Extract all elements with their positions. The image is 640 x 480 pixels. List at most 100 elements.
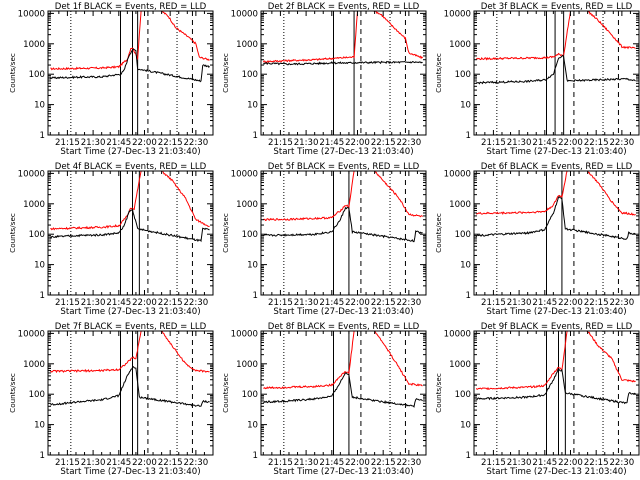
y-tick-label: 10000	[444, 9, 471, 19]
y-tick-label: 10	[34, 101, 45, 111]
time-markers	[70, 11, 193, 135]
plot-frame	[473, 170, 640, 296]
panel-title: Det 2f BLACK = Events, RED = LLD	[268, 2, 420, 12]
y-tick-label: 10000	[18, 169, 45, 179]
series-group	[49, 171, 210, 243]
x-axis-label: Start Time (27-Dec-13 21:03:40)	[60, 467, 200, 477]
x-tick-label: 21:45	[532, 298, 557, 308]
series-group	[263, 331, 423, 408]
x-tick-label: 22:30	[396, 138, 421, 148]
x-tick-label: 22:15	[158, 458, 183, 468]
x-tick-label: 21:15	[481, 138, 506, 148]
x-tick-label: 22:00	[345, 458, 370, 468]
y-axis-label: Counts/sec	[8, 213, 17, 253]
panel-5: Det 5f BLACK = Events, RED = LLD 1 10 100 10…	[221, 162, 427, 317]
y-tick-label: 100	[455, 230, 471, 240]
time-markers	[283, 171, 406, 295]
y-tick-label: 100	[455, 70, 471, 80]
x-tick-label: 21:45	[532, 458, 557, 468]
y-tick-label: 1	[40, 451, 45, 461]
x-tick-label: 22:30	[183, 298, 208, 308]
x-tick-label: 21:45	[106, 458, 131, 468]
x-tick-label: 22:00	[132, 298, 157, 308]
x-tick-label: 21:30	[507, 458, 532, 468]
events-series-line	[50, 366, 210, 407]
plot-frame	[47, 170, 214, 296]
events-series-line	[476, 54, 636, 85]
x-axis-label: Start Time (27-Dec-13 21:03:40)	[273, 147, 413, 157]
y-tick-label: 100	[242, 70, 258, 80]
x-axis-label: Start Time (27-Dec-13 21:03:40)	[273, 467, 413, 477]
x-tick-label: 21:15	[481, 458, 506, 468]
y-tick-label: 10000	[18, 329, 45, 339]
y-tick-label: 100	[29, 230, 45, 240]
x-tick-label: 21:30	[81, 458, 106, 468]
x-tick-label: 22:15	[584, 138, 609, 148]
y-tick-label: 100	[242, 230, 258, 240]
plot-frame	[47, 330, 214, 456]
x-tick-label: 21:45	[532, 138, 557, 148]
x-tick-label: 22:30	[609, 298, 634, 308]
x-tick-label: 21:45	[319, 138, 344, 148]
panel-4: Det 4f BLACK = Events, RED = LLD 1 10 100 10…	[8, 162, 214, 317]
x-tick-label: 22:30	[183, 458, 208, 468]
time-markers	[70, 171, 193, 295]
x-axis-label: Start Time (27-Dec-13 21:03:40)	[486, 467, 626, 477]
panel-8: Det 8f BLACK = Events, RED = LLD 1 10 100 10…	[221, 322, 427, 477]
plot-frame	[260, 330, 427, 456]
y-axis-label: Counts/sec	[434, 213, 443, 253]
x-axis-label: Start Time (27-Dec-13 21:03:40)	[273, 307, 413, 317]
panel-title: Det 9f BLACK = Events, RED = LLD	[481, 322, 633, 332]
x-tick-label: 21:45	[319, 298, 344, 308]
y-axis-label: Counts/sec	[434, 53, 443, 93]
x-tick-label: 21:45	[106, 298, 131, 308]
events-series-line	[263, 372, 423, 408]
y-axis-label: Counts/sec	[434, 373, 443, 413]
x-tick-label: 22:15	[584, 458, 609, 468]
y-tick-label: 10	[34, 421, 45, 431]
lld-series-line	[50, 171, 210, 231]
y-tick-label: 1000	[23, 360, 45, 370]
y-tick-label: 10000	[444, 329, 471, 339]
panel-7: Det 7f BLACK = Events, RED = LLD 1 10 100 10…	[8, 322, 214, 477]
y-tick-label: 1000	[449, 40, 471, 50]
y-axis-label: Counts/sec	[8, 53, 17, 93]
y-axis-label: Counts/sec	[221, 373, 230, 413]
y-tick-label: 10	[247, 261, 258, 271]
y-tick-label: 1	[466, 291, 471, 301]
y-tick-label: 10000	[444, 169, 471, 179]
x-tick-label: 21:30	[294, 138, 319, 148]
lld-series-line	[475, 331, 636, 391]
plot-frame	[47, 10, 214, 136]
panel-title: Det 3f BLACK = Events, RED = LLD	[481, 2, 633, 12]
series-group	[475, 331, 636, 405]
y-tick-label: 10000	[231, 9, 258, 19]
y-tick-label: 100	[29, 70, 45, 80]
y-tick-label: 100	[455, 390, 471, 400]
y-tick-label: 100	[242, 390, 258, 400]
x-tick-label: 21:30	[294, 458, 319, 468]
y-axis-label: Counts/sec	[8, 373, 17, 413]
plot-frame	[260, 170, 427, 296]
x-tick-label: 21:15	[481, 298, 506, 308]
y-tick-label: 1000	[236, 200, 258, 210]
y-axis-label: Counts/sec	[221, 213, 230, 253]
events-series-line	[475, 367, 636, 405]
plot-frame	[260, 10, 427, 136]
y-tick-label: 1000	[23, 40, 45, 50]
series-group	[50, 11, 210, 83]
series-group	[262, 11, 424, 66]
x-tick-label: 22:15	[158, 298, 183, 308]
events-series-line	[475, 196, 636, 240]
events-series-line	[50, 48, 210, 83]
x-tick-label: 22:15	[158, 138, 183, 148]
x-tick-label: 22:00	[132, 138, 157, 148]
y-axis-label: Counts/sec	[221, 53, 230, 93]
x-tick-label: 21:15	[55, 458, 80, 468]
y-tick-label: 1	[40, 131, 45, 141]
lld-series-line	[50, 11, 210, 71]
y-tick-label: 1	[253, 291, 258, 301]
x-tick-label: 22:15	[371, 458, 396, 468]
x-tick-label: 21:15	[268, 458, 293, 468]
